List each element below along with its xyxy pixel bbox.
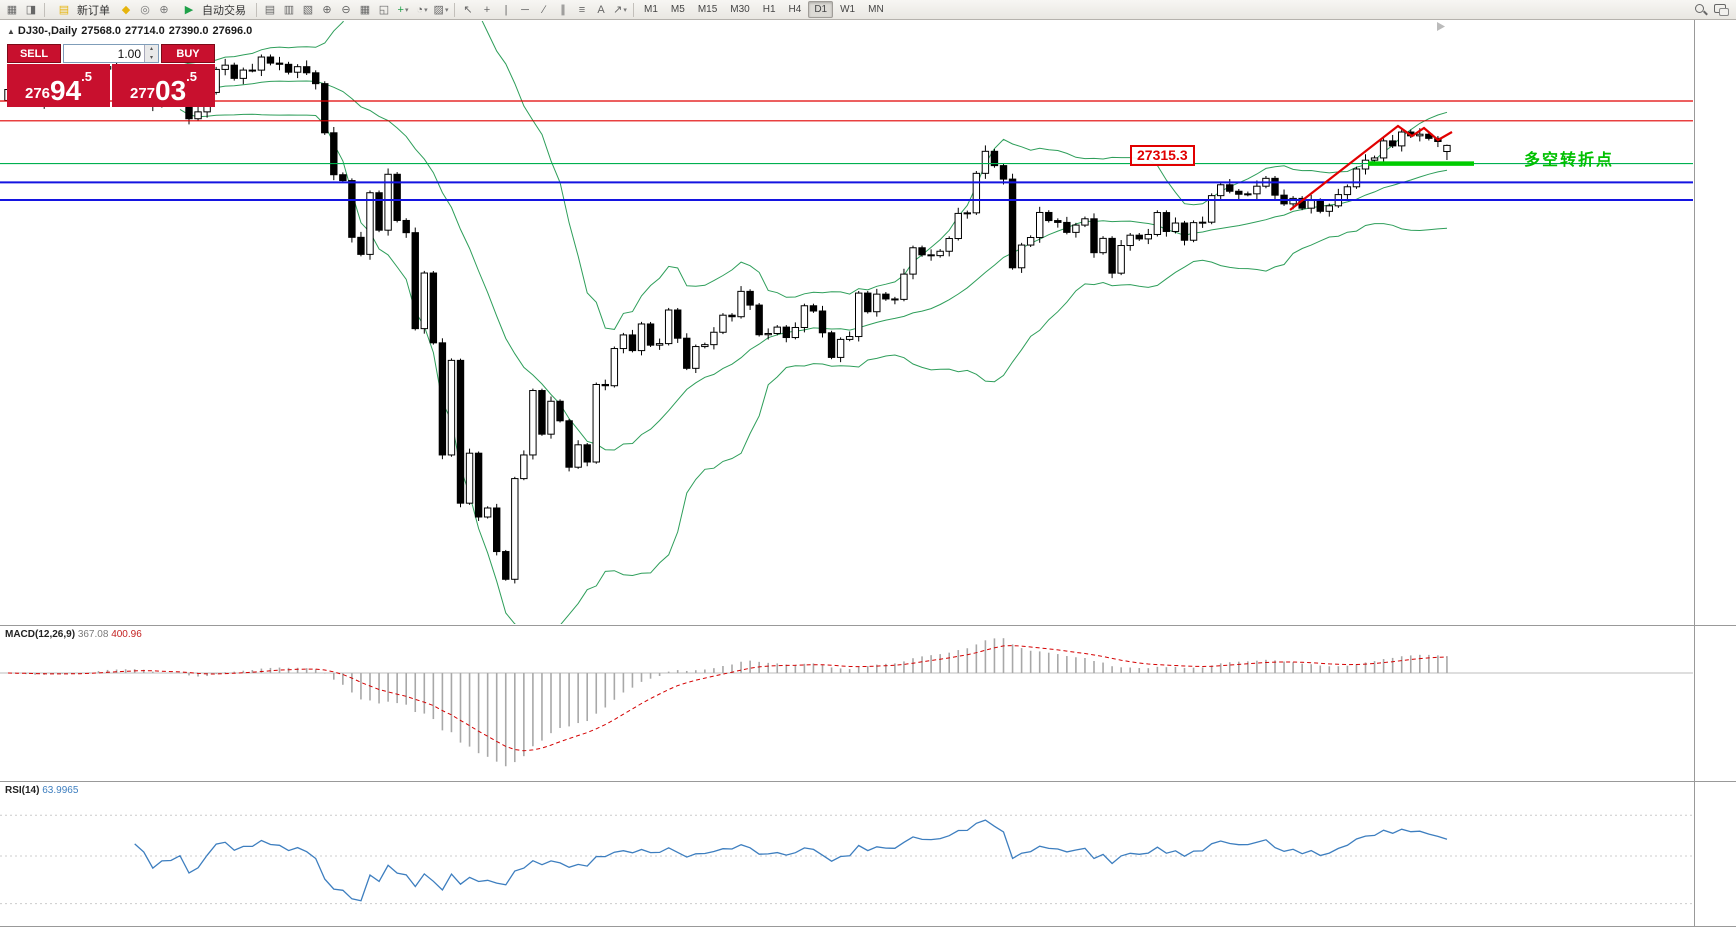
metaeditor-icon[interactable]: ◆ [121, 4, 131, 16]
toolbar-separator [44, 2, 45, 17]
indicators-window-icon[interactable]: ▤ [264, 4, 276, 16]
new-order-icon: ▤ [58, 4, 70, 16]
macd-name: MACD(12,26,9) [5, 629, 76, 640]
rsi-value: 63.9965 [42, 785, 79, 796]
sell-price-big: 94 [50, 75, 82, 106]
new-window-icon[interactable]: ▦ [6, 4, 18, 16]
arrows-icon[interactable]: ↗ ▾ [613, 4, 627, 16]
turning-point-text[interactable]: 多空转折点 [1524, 152, 1615, 169]
timeframe-menu-icon[interactable]: ◔ ▾ [416, 3, 428, 16]
timeframe-h1[interactable]: H1 [762, 4, 776, 15]
trend-line [1289, 124, 1453, 211]
macd-histogram [16, 638, 1448, 767]
rsi-label: RSI(14) 63.9965 [5, 785, 78, 796]
macd-signal-value: 400.96 [111, 629, 142, 640]
timeframe-m5[interactable]: M5 [670, 4, 685, 15]
timeframe-m1[interactable]: M1 [644, 4, 658, 15]
toolbar: ▦ ◨ ▤ 新订单 ◆ ◎ ⊕ ▶ 自动交易 ▤ ▥ ▧ ⊕ ⊖ ▦ ◱ + ▾ ◔ ▾ ▨ ▾ ↖ + | ─ ∕ ∥… [0, 0, 1736, 20]
scroll-to-end-icon [1437, 22, 1445, 31]
volume-up-icon[interactable]: ▴ [145, 45, 158, 54]
ohlc-open: 27568.0 [81, 25, 121, 37]
bar-chart-icon[interactable]: ▧ [302, 4, 314, 16]
auto-trading-play-icon: ▶ [184, 4, 194, 16]
timeframe-m15[interactable]: M15 [697, 4, 718, 15]
market-watch-icon[interactable]: ⊕ [159, 4, 169, 16]
volume-input[interactable]: 1.00 [117, 47, 141, 61]
buy-price-big: 03 [155, 75, 187, 106]
macd-main-value: 367.08 [77, 629, 109, 640]
sell-price-panel[interactable]: 276 94 .5 [7, 64, 110, 107]
symbol-name: DJ30-,Daily [17, 25, 78, 37]
history-center-icon[interactable]: ◎ [140, 4, 150, 16]
cursor-icon[interactable]: ↖ [463, 4, 473, 16]
macd-label: MACD(12,26,9) 367.08 400.96 [5, 629, 142, 640]
price-callout-label[interactable]: 27315.3 [1130, 145, 1195, 166]
turning-point-highlight [1368, 161, 1474, 166]
buy-button[interactable]: BUY [161, 44, 215, 63]
search-icon[interactable] [1694, 3, 1708, 17]
sell-button[interactable]: SELL [7, 44, 61, 63]
channel-icon[interactable]: ∥ [560, 4, 566, 16]
timeframe-d1[interactable]: D1 [808, 1, 834, 18]
tile-windows-icon[interactable]: ◱ [378, 4, 390, 16]
buy-price-panel[interactable]: 277 03 .5 [112, 64, 215, 107]
timeframe-bar: M1 M5 M15 M30 H1 H4 D1 W1 MN [638, 1, 890, 18]
text-icon[interactable]: A [597, 3, 605, 16]
chart-ohlc-header: ▲ DJ30-,Daily 27568.0 27714.0 27390.0 27696.0 [7, 25, 256, 37]
timeframe-menu-icon-caret[interactable]: ▾ [424, 6, 428, 14]
zoom-out-icon[interactable]: ⊖ [341, 4, 351, 16]
sell-price-dec: .5 [81, 69, 93, 84]
add-indicator-icon[interactable]: + ▾ [397, 3, 409, 16]
objects-window-icon[interactable]: ▥ [283, 4, 295, 16]
rsi-line [134, 819, 1448, 902]
timeframe-h4[interactable]: H4 [788, 4, 802, 15]
timeframe-m30[interactable]: M30 [730, 4, 750, 15]
rsi-name: RSI(14) [5, 785, 40, 796]
candles [4, 54, 1451, 584]
toolbar-separator [633, 2, 634, 17]
profiles-icon[interactable]: ◨ [25, 4, 37, 16]
ohlc-close: 27696.0 [212, 25, 253, 37]
one-click-trading-widget: SELL 1.00 ▴ ▾ BUY 276 94 .5 277 03 .5 [7, 44, 215, 107]
ohlc-high: 27714.0 [125, 25, 165, 37]
toolbar-separator [454, 2, 455, 17]
timeframe-w1[interactable]: W1 [840, 4, 856, 15]
grid-icon[interactable]: ▦ [359, 4, 371, 16]
collapse-icon[interactable]: ▲ [7, 27, 15, 36]
new-order-label: 新订单 [77, 4, 110, 17]
ohlc-low: 27390.0 [168, 25, 209, 37]
macd-signal-line [7, 645, 1448, 752]
volume-down-icon[interactable]: ▾ [145, 53, 158, 62]
vertical-line-icon[interactable]: | [504, 3, 508, 16]
chat-icon[interactable] [1714, 3, 1729, 16]
new-order-button[interactable]: ▤ 新订单 [49, 1, 116, 19]
horizontal-line-icon[interactable]: ─ [521, 3, 529, 16]
trendline-icon[interactable]: ∕ [543, 3, 545, 16]
sell-price-lead: 276 [24, 85, 51, 102]
price-panel [0, 21, 1693, 624]
auto-trading-label: 自动交易 [202, 4, 246, 17]
volume-field[interactable]: 1.00 ▴ ▾ [63, 44, 159, 63]
crosshair-icon[interactable]: + [483, 3, 491, 16]
zoom-in-icon[interactable]: ⊕ [322, 4, 332, 16]
fibonacci-icon[interactable]: ≡ [578, 3, 586, 16]
timeframe-mn[interactable]: MN [868, 4, 884, 15]
buy-price-dec: .5 [186, 69, 198, 84]
chart-template-icon-caret[interactable]: ▾ [444, 6, 449, 14]
arrows-icon-caret[interactable]: ▾ [623, 6, 627, 14]
add-indicator-icon-caret[interactable]: ▾ [404, 6, 409, 14]
buy-price-lead: 277 [129, 85, 156, 102]
toolbar-separator [256, 2, 257, 17]
chart-template-icon[interactable]: ▨ ▾ [433, 4, 449, 16]
auto-trading-button[interactable]: ▶ 自动交易 [174, 1, 252, 19]
